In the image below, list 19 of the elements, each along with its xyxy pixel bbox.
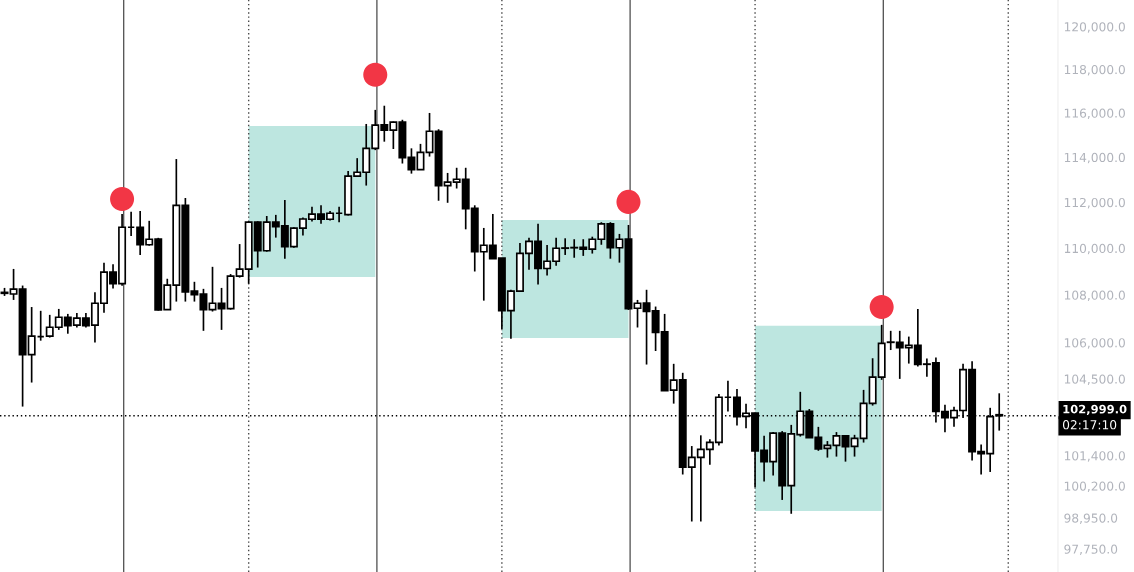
y-tick-label: 98,950.0 [1064,513,1118,524]
point [869,295,894,320]
y-tick-label: 112,000.0 [1064,197,1125,209]
point [616,189,641,214]
text: 02:17:10 [1062,420,1117,430]
y-tick-label: 110,000.0 [1064,243,1125,255]
y-tick-label: 118,000.0 [1064,64,1125,76]
y-tick-label: 106,000.0 [1064,338,1125,349]
y-tick-label: 116,000.0 [1064,108,1125,120]
y-tick-label: 100,200.0 [1064,481,1125,492]
ref-line-label: 102,999.0 [1063,404,1127,415]
y-tick-label: 104,500.0 [1064,374,1125,385]
y-tick-label: 101,400.0 [1064,451,1125,462]
y-tick-label: 120,000.0 [1064,22,1125,33]
point [363,62,388,87]
y-tick-label: 108,000.0 [1064,290,1125,302]
y-tick-label: 97,750.0 [1064,544,1118,556]
point [110,186,135,211]
y-tick-label: 114,000.0 [1064,152,1125,164]
